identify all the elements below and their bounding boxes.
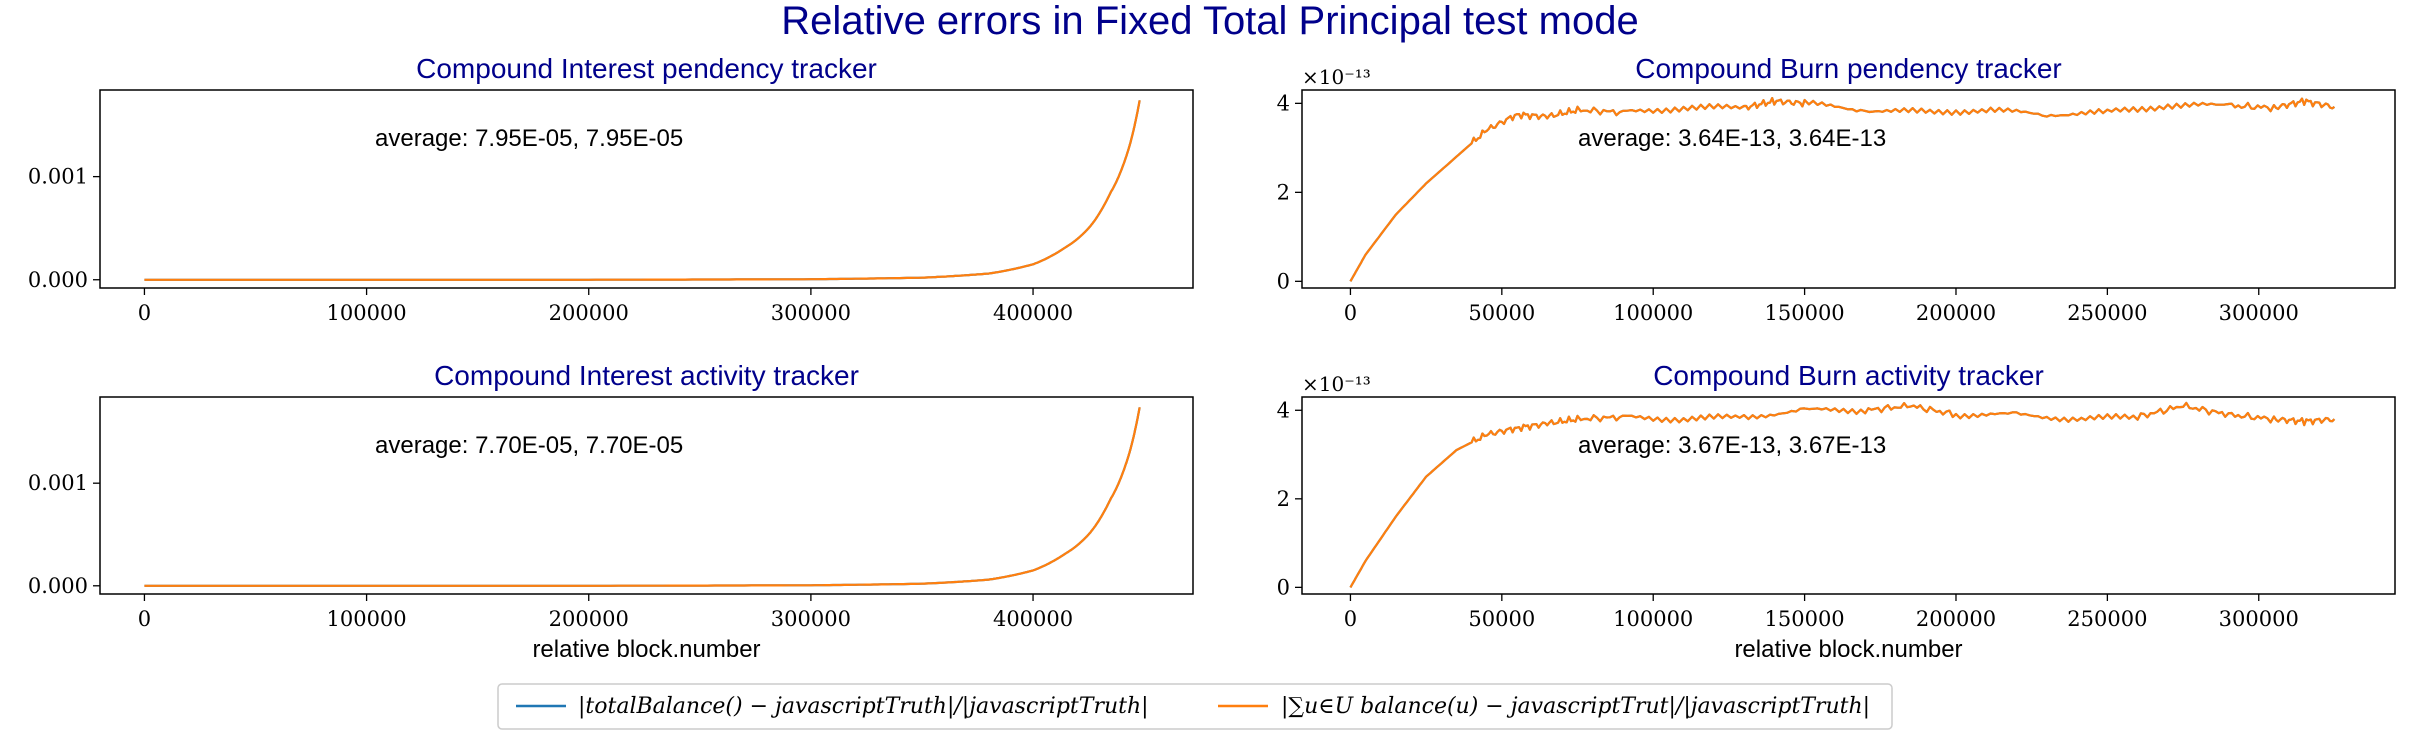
subplot-title: Compound Burn activity tracker bbox=[1653, 360, 2044, 391]
x-tick-label: 150000 bbox=[1765, 607, 1845, 631]
y-tick-label: 2 bbox=[1277, 487, 1290, 511]
x-tick-label: 200000 bbox=[1916, 301, 1996, 325]
y-tick-label: 4 bbox=[1277, 91, 1290, 115]
x-tick-label: 300000 bbox=[771, 301, 851, 325]
y-exponent-label: ×10⁻¹³ bbox=[1302, 372, 1371, 396]
subplot-title: Compound Interest activity tracker bbox=[434, 360, 859, 391]
x-tick-label: 300000 bbox=[771, 607, 851, 631]
x-tick-label: 400000 bbox=[993, 607, 1073, 631]
y-tick-label: 0.001 bbox=[28, 471, 88, 495]
subplot-title: Compound Burn pendency tracker bbox=[1635, 53, 2061, 84]
subplot-burn-activity: Compound Burn activity tracker 0 50000 1000… bbox=[1277, 360, 2396, 663]
y-tick-label: 4 bbox=[1277, 398, 1290, 422]
axes-frame bbox=[1301, 396, 2396, 595]
legend: |totalBalance() − javascriptTruth|/|java… bbox=[497, 683, 1893, 730]
figure-title: Relative errors in Fixed Total Principal… bbox=[781, 0, 1638, 43]
x-axis-label: relative block.number bbox=[1734, 636, 1962, 663]
y-tick-label: 0.001 bbox=[28, 165, 88, 189]
x-tick-label: 100000 bbox=[326, 301, 406, 325]
x-tick-label: 0 bbox=[1344, 301, 1357, 325]
legend-label-series2: |∑u∈U balance(u) − javascriptTrut|/|java… bbox=[1281, 694, 1870, 719]
x-axis-label: relative block.number bbox=[532, 636, 760, 663]
axes-frame bbox=[99, 89, 1194, 289]
average-annotation: average: 3.64E-13, 3.64E-13 bbox=[1578, 125, 1886, 152]
x-tick-label: 0 bbox=[1344, 607, 1357, 631]
y-tick-label: 0.000 bbox=[28, 268, 88, 292]
x-tick-label: 0 bbox=[138, 607, 151, 631]
x-tick-label: 0 bbox=[138, 301, 151, 325]
subplot-burn-pendency: Compound Burn pendency tracker 0 50000 1000… bbox=[1277, 53, 2396, 325]
y-tick-label: 0 bbox=[1277, 269, 1290, 293]
y-exponent-label: ×10⁻¹³ bbox=[1302, 65, 1371, 89]
series-line-2 bbox=[144, 100, 1141, 281]
x-tick-label: 300000 bbox=[2219, 607, 2299, 631]
y-tick-label: 0 bbox=[1277, 575, 1290, 599]
x-tick-label: 200000 bbox=[549, 301, 629, 325]
x-tick-label: 200000 bbox=[1916, 607, 1996, 631]
x-tick-label: 100000 bbox=[326, 607, 406, 631]
y-tick-label: 0.000 bbox=[28, 574, 88, 598]
x-tick-label: 100000 bbox=[1613, 607, 1693, 631]
series-line-2 bbox=[144, 407, 1141, 587]
x-tick-label: 150000 bbox=[1765, 301, 1845, 325]
series-line-2 bbox=[1349, 96, 2336, 282]
series-line-2 bbox=[1349, 401, 2336, 588]
legend-frame bbox=[497, 683, 1893, 730]
subplot-title: Compound Interest pendency tracker bbox=[416, 53, 877, 84]
x-tick-label: 50000 bbox=[1468, 301, 1535, 325]
average-annotation: average: 7.70E-05, 7.70E-05 bbox=[375, 432, 683, 459]
average-annotation: average: 7.95E-05, 7.95E-05 bbox=[375, 125, 683, 152]
legend-label-series1: |totalBalance() − javascriptTruth|/|java… bbox=[578, 694, 1149, 719]
x-tick-label: 250000 bbox=[2067, 301, 2147, 325]
x-tick-label: 100000 bbox=[1613, 301, 1693, 325]
x-tick-label: 50000 bbox=[1468, 607, 1535, 631]
average-annotation: average: 3.67E-13, 3.67E-13 bbox=[1578, 432, 1886, 459]
x-tick-label: 250000 bbox=[2067, 607, 2147, 631]
x-tick-label: 400000 bbox=[993, 301, 1073, 325]
x-tick-label: 200000 bbox=[549, 607, 629, 631]
x-tick-label: 300000 bbox=[2219, 301, 2299, 325]
y-tick-label: 2 bbox=[1277, 180, 1290, 204]
subplot-interest-activity: Compound Interest activity tracker 0 10000… bbox=[28, 360, 1194, 663]
axes-frame bbox=[1301, 89, 2396, 289]
axes-frame bbox=[99, 396, 1194, 595]
subplot-interest-pendency: Compound Interest pendency tracker 0 10000… bbox=[28, 53, 1194, 325]
